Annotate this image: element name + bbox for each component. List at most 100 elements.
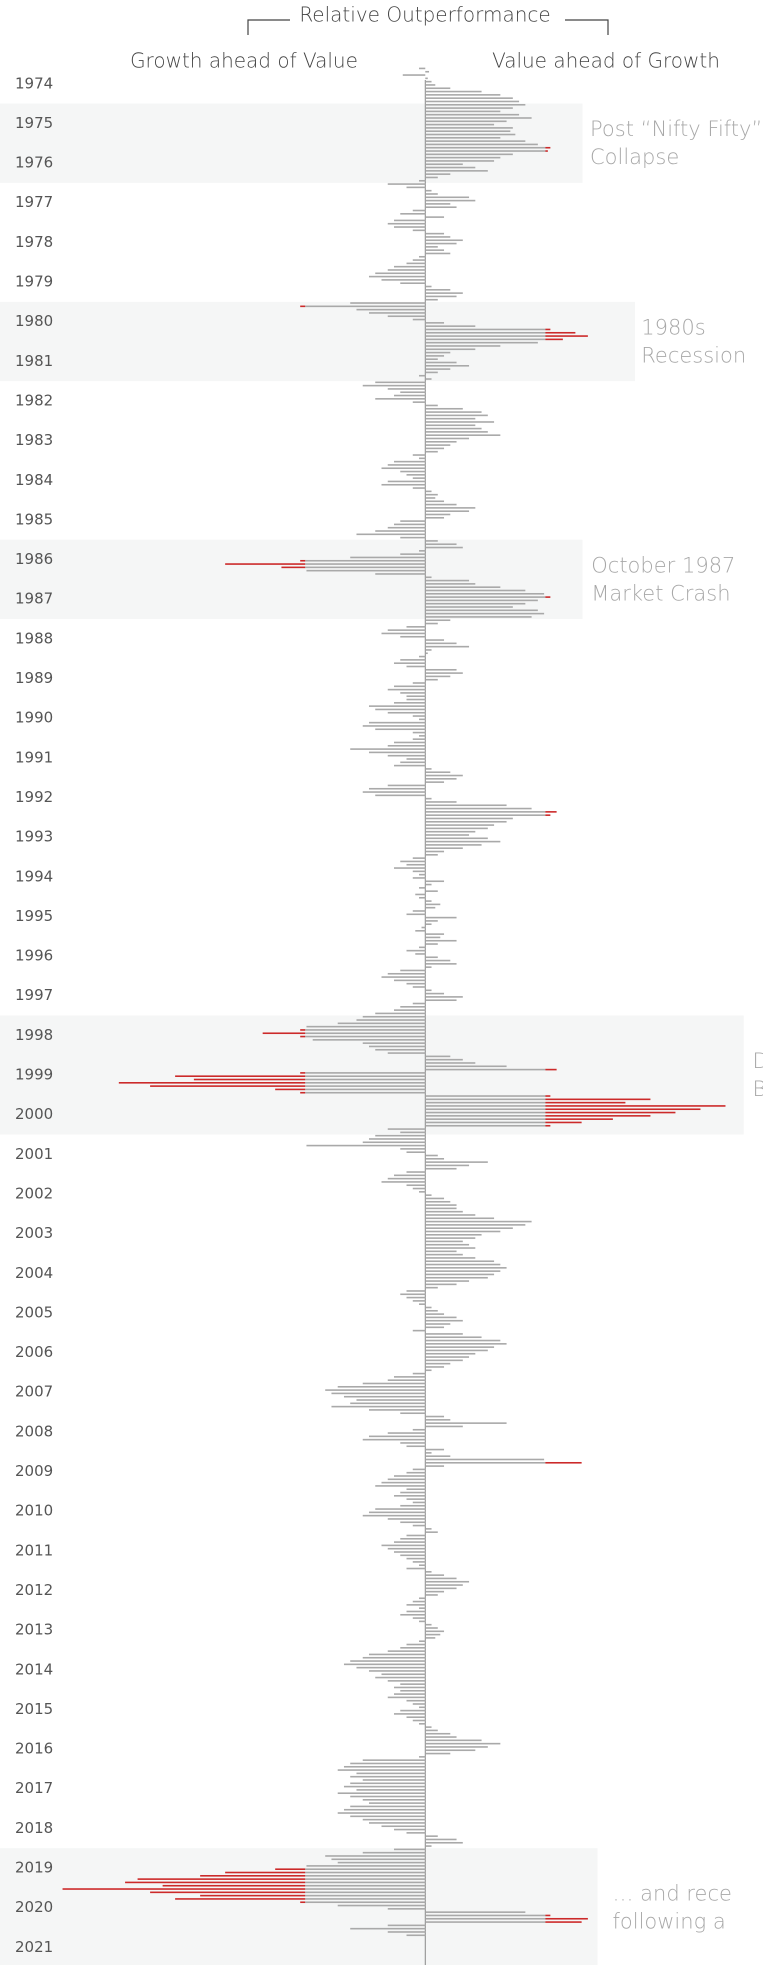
bar [400,1709,426,1712]
bar [425,1267,507,1269]
bar [425,963,457,965]
bar [425,992,445,995]
bar [425,120,507,123]
bar [312,1039,426,1041]
bar-highlight [225,1871,306,1874]
bar [425,576,432,579]
bar [425,652,428,655]
bar [425,906,436,909]
bar [394,662,426,664]
bar [394,1713,426,1715]
bar [394,1693,426,1695]
bar [394,1848,426,1851]
bar [425,781,445,783]
bar [425,196,470,199]
bar [425,579,470,582]
bar [425,371,438,374]
bar [381,483,426,486]
bar [394,764,426,767]
bar [337,1861,426,1864]
bar [425,1250,457,1253]
bar [419,255,426,258]
bar [425,883,432,886]
year-label: 2020 [15,1898,53,1916]
bar [425,1124,546,1127]
bar [425,140,526,142]
bar [419,67,426,70]
bar-highlight [300,1035,306,1038]
bar [425,672,463,674]
bar [419,1756,426,1758]
bar [406,1934,426,1937]
bar [400,1006,426,1008]
bar [425,1577,457,1580]
bar [305,566,426,569]
bar [419,1620,426,1623]
bar [425,1630,445,1633]
bar [375,573,426,575]
chart-title: Relative Outperformance [299,3,550,27]
bar [394,1551,426,1553]
bar [425,1580,470,1583]
bar [425,1336,482,1339]
bar [425,163,463,166]
bar [406,1488,426,1491]
bar [406,1290,426,1292]
bar [425,1448,445,1451]
bar [425,490,432,493]
bar [425,80,432,83]
bar [425,1194,432,1196]
bands: Post “Nifty Fifty” Collapse 1980s Recession… [0,103,763,1965]
bar [400,1554,426,1557]
bar [425,497,436,499]
year-label: 1981 [15,352,53,370]
bar [419,1597,426,1600]
bar-highlight [545,1105,726,1107]
bar [400,282,426,284]
year-label: 1991 [15,748,53,766]
bar [425,199,476,202]
bar [425,411,482,413]
bar [425,232,445,235]
bar [331,1858,426,1861]
bar [368,312,426,314]
bar [425,616,532,618]
band-annotation: Post “Nifty Fifty” [590,117,762,141]
bar [425,797,432,800]
year-label: 1977 [15,193,53,211]
bar [425,540,438,542]
bar [425,450,438,453]
bar [412,1300,426,1302]
bar [425,1584,463,1586]
bar-highlight [545,331,576,334]
bar [425,1323,451,1325]
bar [425,1240,463,1243]
bar-highlight [545,1461,582,1464]
bar [394,741,426,744]
left-label: Growth ahead of Value [130,49,358,73]
bar-highlight [545,1115,651,1117]
right-label: Value ahead of Growth [492,49,720,73]
bar [425,1835,438,1837]
bar [337,1792,426,1795]
bar [412,1002,426,1005]
bar [425,837,488,840]
year-label: 2019 [15,1859,53,1877]
bar-highlight [300,1072,306,1074]
bar [400,659,426,661]
bar [415,893,426,896]
bar-highlight [545,1101,626,1104]
bar [425,619,451,622]
bar [425,503,457,506]
bar [375,530,426,532]
bar [425,847,463,850]
bar [305,1078,426,1081]
bar [425,441,457,443]
bar [425,355,445,357]
bar [425,361,457,364]
bar [425,606,513,608]
bar [425,811,546,813]
bar [412,1468,426,1471]
bar [387,1696,426,1699]
